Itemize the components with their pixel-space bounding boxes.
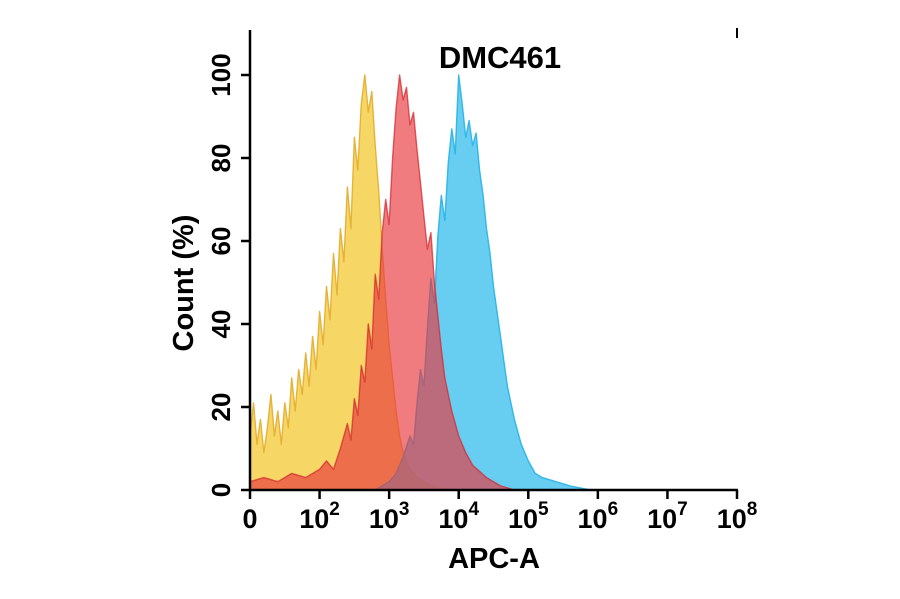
- y-tick-label: 100: [206, 53, 236, 96]
- x-tick-label: 105: [508, 499, 549, 534]
- x-axis-title: APC-A: [448, 543, 540, 575]
- red-histogram-area: [249, 74, 516, 491]
- x-tick-label: 107: [647, 499, 688, 534]
- y-tick-label: 80: [206, 144, 236, 173]
- y-tick-label: 60: [206, 227, 236, 256]
- y-tick-label: 40: [206, 310, 236, 339]
- histogram-series-layer: [249, 74, 592, 491]
- x-tick-label: 108: [717, 499, 758, 534]
- chart-title: DMC461: [439, 40, 561, 75]
- y-axis-title: Count (%): [168, 215, 200, 352]
- x-tick-label: 102: [299, 499, 340, 534]
- x-tick-label: 0: [242, 504, 257, 534]
- x-tick-label: 103: [369, 499, 410, 534]
- y-tick-label: 0: [206, 483, 236, 497]
- axis-ticks-layer: 0 102 103 104 105 106 107 108 0 20 40 60 80 100: [206, 53, 757, 534]
- x-tick-label: 104: [438, 499, 479, 534]
- y-tick-label: 20: [206, 393, 236, 422]
- x-tick-label: 106: [578, 499, 619, 534]
